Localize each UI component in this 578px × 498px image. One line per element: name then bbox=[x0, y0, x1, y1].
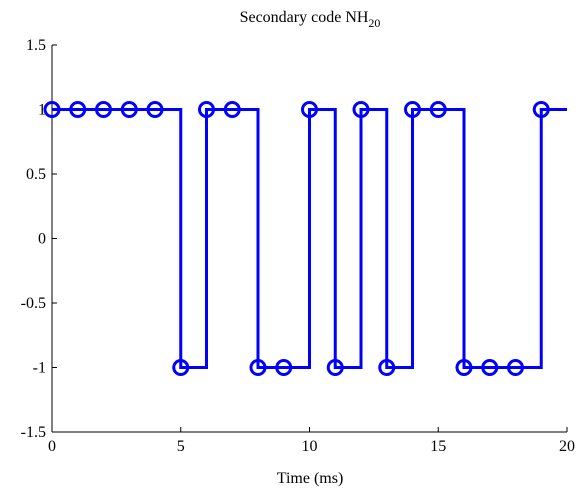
y-tick-label: -0.5 bbox=[21, 295, 46, 312]
axes-layer: 0 5 10 15 20 1.5 1 0.5 0 -0.5 -1 -1.5 bbox=[21, 37, 575, 455]
data-point-marker bbox=[326, 359, 344, 376]
y-tick-label: 0.5 bbox=[26, 166, 46, 183]
data-point-marker bbox=[146, 101, 164, 118]
data-point-marker bbox=[404, 101, 421, 118]
step-series-line bbox=[52, 108, 567, 369]
data-point-marker bbox=[249, 359, 267, 376]
y-tick-label: 1 bbox=[38, 102, 46, 119]
marker-layer bbox=[43, 101, 550, 376]
data-point-marker bbox=[172, 359, 190, 376]
x-tick-label: 20 bbox=[559, 438, 575, 455]
y-tick-label: 1.5 bbox=[26, 37, 46, 54]
data-point-marker bbox=[481, 359, 499, 376]
data-point-marker bbox=[120, 101, 138, 118]
data-point-marker bbox=[95, 101, 112, 118]
data-point-marker bbox=[429, 101, 447, 118]
data-point-marker bbox=[275, 359, 293, 376]
chart-title: Secondary code NH20 bbox=[240, 9, 381, 30]
x-axis-label: Time (ms) bbox=[277, 470, 344, 487]
data-point-marker bbox=[43, 101, 61, 118]
data-point-marker bbox=[507, 359, 524, 376]
x-tick-label: 10 bbox=[302, 438, 318, 455]
data-point-marker bbox=[301, 101, 318, 118]
chart-title-main: Secondary code NH bbox=[240, 9, 369, 26]
chart-title-subscript: 20 bbox=[368, 16, 380, 30]
y-tick-label: -1.5 bbox=[21, 424, 46, 441]
data-point-marker bbox=[455, 359, 473, 376]
data-point-marker bbox=[352, 101, 370, 118]
x-tick-label: 5 bbox=[177, 438, 185, 455]
data-point-marker bbox=[198, 101, 215, 118]
y-tick-label: 0 bbox=[38, 231, 46, 248]
data-point-marker bbox=[223, 101, 241, 118]
x-tick-label: 0 bbox=[48, 438, 56, 455]
data-point-marker bbox=[532, 101, 550, 118]
data-point-marker bbox=[69, 101, 87, 118]
x-tick-label: 15 bbox=[430, 438, 446, 455]
data-point-marker bbox=[378, 359, 396, 376]
series-layer bbox=[52, 108, 567, 369]
y-tick-label: -1 bbox=[33, 360, 46, 377]
